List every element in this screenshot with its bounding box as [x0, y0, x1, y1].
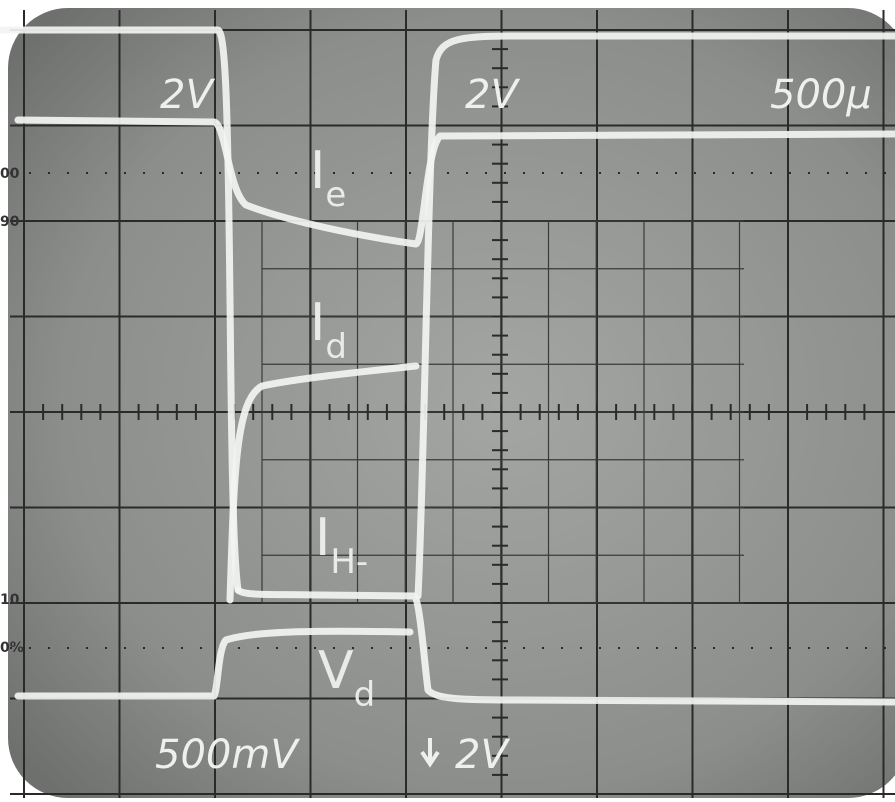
channel-volts: 2V — [465, 72, 520, 118]
channel-volts: 2V — [455, 732, 510, 778]
graticule-mark: 10 — [0, 592, 20, 608]
trace-label-sub: d — [325, 327, 347, 367]
trace-label-main: I — [315, 508, 330, 568]
graticule-mark: 90 — [0, 214, 20, 230]
graticule-mark: 0% — [0, 640, 24, 656]
graticule-mark: 00 — [0, 166, 20, 182]
trace-label-sub: e — [325, 175, 346, 215]
trace-label-sub: d — [354, 675, 376, 715]
trace-label-sub: H- — [330, 542, 368, 582]
timebase: 500µ — [770, 72, 872, 118]
channel-volts: 500mV — [155, 732, 300, 778]
trace-label-main: V — [318, 641, 354, 701]
trace-label-main: I — [310, 293, 325, 353]
channel-volts: 2V — [160, 72, 215, 118]
trace-label-main: I — [310, 141, 325, 201]
oscilloscope-photo: 2V 2V 500µ 500mV 2V Ie Id IH- Vd 00 90 1… — [0, 0, 895, 802]
